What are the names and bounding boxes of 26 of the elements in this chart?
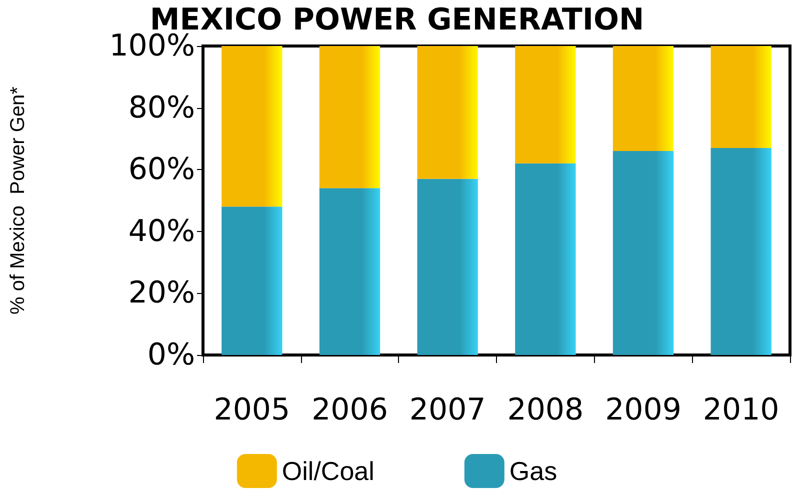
x-tick-label: 2009 xyxy=(605,392,682,428)
x-tick-label: 2010 xyxy=(702,392,780,428)
bar xyxy=(222,46,282,207)
bar xyxy=(612,46,674,152)
y-tick-label: 60% xyxy=(128,152,195,188)
y-tick-label: 80% xyxy=(128,90,195,126)
bar xyxy=(417,178,478,355)
x-tick-label: 2005 xyxy=(214,392,290,428)
bar xyxy=(222,206,282,355)
bar xyxy=(710,46,772,148)
bar xyxy=(710,148,772,355)
y-tick-label: 0% xyxy=(147,338,195,372)
legend-label: Oil/Coal xyxy=(282,456,374,486)
bar xyxy=(417,46,478,179)
x-tick-label: 2008 xyxy=(507,392,584,428)
y-tick-label: 40% xyxy=(128,214,195,249)
x-tick-label: 2006 xyxy=(312,392,388,428)
bar xyxy=(319,46,380,188)
y-tick-label: 20% xyxy=(128,276,195,311)
bar xyxy=(515,163,576,355)
x-tick-label: 2007 xyxy=(409,392,486,428)
y-axis-title: % of Mexico Power Gen* xyxy=(7,86,29,314)
bar xyxy=(612,151,674,355)
bar xyxy=(319,188,380,355)
legend-label: Gas xyxy=(509,456,558,486)
bar xyxy=(515,46,576,164)
